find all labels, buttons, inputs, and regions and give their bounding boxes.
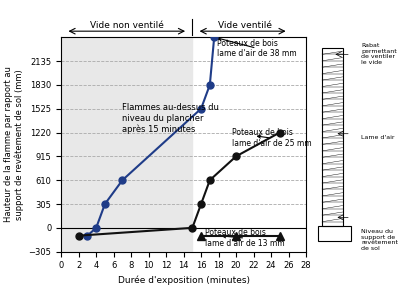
Text: Poteaux de bois
lame d'air de 25 mm: Poteaux de bois lame d'air de 25 mm: [232, 128, 311, 148]
Text: Poteaux de bois
lame d'air de 38 mm: Poteaux de bois lame d'air de 38 mm: [217, 37, 297, 58]
Bar: [318, 226, 351, 241]
Text: Lame d'air: Lame d'air: [361, 135, 395, 140]
Text: Flammes au-dessus du
niveau du plancher
après 15 minutes: Flammes au-dessus du niveau du plancher …: [122, 103, 219, 134]
Text: Poteaux de bois
lame d'air de 13 mm: Poteaux de bois lame d'air de 13 mm: [206, 229, 285, 248]
Bar: [61, 37, 192, 252]
Bar: [322, 48, 343, 226]
Text: Niveau du
support de
revêtement
de sol: Niveau du support de revêtement de sol: [361, 229, 398, 251]
Text: Vide ventilé: Vide ventilé: [218, 21, 272, 30]
Text: Rabat
permettant
de ventiler
le vide: Rabat permettant de ventiler le vide: [361, 43, 397, 65]
X-axis label: Durée d'exposition (minutes): Durée d'exposition (minutes): [118, 276, 250, 285]
Y-axis label: Hauteur de la flamme par rapport au
support de revêtement de sol (mm): Hauteur de la flamme par rapport au supp…: [4, 66, 24, 223]
Text: Vide non ventilé: Vide non ventilé: [90, 21, 164, 30]
